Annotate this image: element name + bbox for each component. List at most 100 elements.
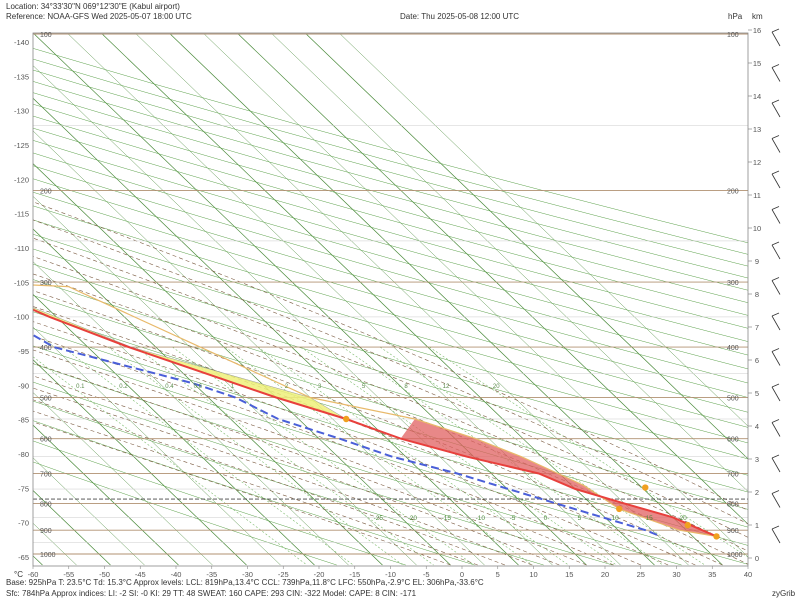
pressure-label-right: 200 [727, 189, 739, 196]
dry-adiabat [33, 328, 748, 546]
mixing-ratio-label: 0.2 [119, 384, 128, 390]
isotherm-label: 20 [680, 515, 688, 522]
unit-hpa-label: hPa [728, 12, 743, 21]
dry-adiabat [33, 363, 682, 566]
isotherm-line [169, 33, 723, 566]
km-tick-label: 14 [753, 92, 761, 101]
x-tick-label: 20 [601, 570, 609, 579]
x-tick-label: 15 [565, 570, 573, 579]
mixing-ratio-label: 0.4 [165, 384, 174, 390]
level-marker [642, 484, 649, 491]
unit-celsius-label: °C [14, 570, 23, 579]
dry-adiabat [33, 219, 748, 428]
wind-barb [771, 209, 781, 224]
km-tick-label: 2 [755, 488, 759, 497]
x-tick-label: -30 [242, 570, 253, 579]
isotherm-line [305, 33, 748, 460]
isotherm-label: -20 [408, 515, 418, 522]
wind-barb-flag [771, 277, 780, 281]
x-tick-label: 0 [460, 570, 464, 579]
mixing-ratio-label: 12 [443, 384, 450, 390]
isotherm-line [33, 392, 213, 566]
isotherm-label: -15 [442, 515, 452, 522]
wind-barb-flag [771, 99, 780, 104]
wind-barb [771, 138, 781, 153]
dry-adiabat [33, 115, 748, 316]
left-tick-label: -70 [18, 519, 29, 528]
wind-barb [771, 280, 781, 295]
wind-barb [771, 422, 781, 437]
pressure-label-left: 300 [40, 280, 52, 287]
dry-adiabat [33, 345, 748, 565]
dry-adiabat [33, 92, 748, 291]
moist-adiabat [33, 410, 478, 566]
isotherm-line [272, 33, 748, 492]
x-tick-label: 40 [744, 570, 752, 579]
isotherm-line [136, 33, 689, 566]
level-marker [713, 533, 720, 540]
left-tick-label: -75 [18, 484, 29, 493]
pressure-label-left: 800 [40, 502, 52, 509]
pressure-label-left: 200 [40, 189, 52, 196]
moist-adiabat [33, 219, 748, 525]
km-tick-label: 11 [753, 191, 761, 200]
wind-barb-flag [771, 206, 780, 210]
temperature-line [33, 308, 717, 538]
mixing-ratio-label: 2 [285, 384, 289, 390]
km-tick-label: 4 [755, 422, 759, 431]
pressure-label-right: 400 [727, 345, 739, 352]
pressure-label-left: 700 [40, 471, 52, 478]
km-tick-label: 5 [755, 389, 759, 398]
mixing-ratio-label: 3 [318, 384, 322, 390]
moist-adiabat [33, 399, 506, 566]
moist-adiabat [33, 290, 723, 566]
isotherm-label: 10 [612, 515, 620, 522]
pressure-label-left: 1000 [40, 552, 56, 559]
km-tick-label: 3 [755, 455, 759, 464]
isotherm-line [33, 424, 179, 566]
isotherm-label: 5 [578, 515, 582, 522]
wind-barb-flag [771, 28, 780, 33]
km-tick-label: 6 [755, 356, 759, 365]
isotherm-label: -5 [510, 515, 516, 522]
left-tick-label: -85 [18, 416, 29, 425]
left-tick-label: -105 [14, 278, 29, 287]
km-tick-label: 8 [755, 290, 759, 299]
isotherm-line [33, 65, 553, 566]
x-tick-label: 30 [672, 570, 680, 579]
dry-adiabat [33, 48, 748, 244]
mixing-ratio-line [33, 356, 308, 566]
dry-adiabat [33, 103, 748, 303]
pressure-label-right: 700 [727, 471, 739, 478]
dry-adiabat [33, 69, 748, 267]
isotherm-line [33, 457, 145, 566]
moist-adiabat [33, 306, 696, 566]
x-tick-label: 35 [708, 570, 716, 579]
wind-barb [771, 173, 781, 189]
wind-barb-flag [771, 490, 780, 494]
dry-adiabat [33, 311, 748, 528]
isotherm-line [33, 359, 247, 566]
wind-barb-flag [771, 525, 780, 530]
mixing-ratio-line [107, 346, 404, 566]
pressure-label-right: 1000 [727, 552, 743, 559]
wind-barb-flag [771, 241, 780, 246]
x-tick-label: -25 [278, 570, 289, 579]
moist-adiabat [33, 273, 748, 565]
left-tick-label: -115 [15, 210, 29, 219]
dry-adiabat [33, 81, 748, 279]
moist-adiabat [33, 237, 748, 538]
wind-barb [771, 315, 781, 331]
isotherm-label: 0 [544, 515, 548, 522]
parcel-line [33, 284, 717, 537]
x-tick-label: -55 [63, 570, 74, 579]
date-label: Date: Thu 2025-05-08 12:00 UTC [400, 12, 520, 21]
isotherm-line [33, 326, 281, 566]
left-tick-label: -120 [14, 175, 29, 184]
isotherm-line [33, 33, 587, 566]
dry-adiabat [33, 381, 613, 566]
footer-base-line: Base: 925hPa T: 23.5°C Td: 15.3°C Approx… [6, 578, 484, 587]
dry-adiabat [33, 400, 544, 566]
mixing-ratio-label: 20 [493, 384, 500, 390]
